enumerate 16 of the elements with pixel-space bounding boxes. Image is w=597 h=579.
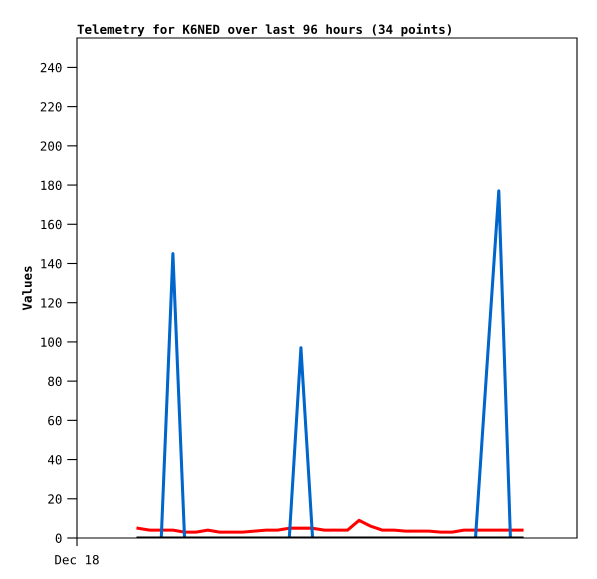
y-tick-label: 40 [48, 455, 62, 465]
y-tick-label: 220 [40, 102, 62, 112]
y-tick-label: 200 [40, 141, 62, 151]
y-tick-label: 120 [41, 298, 62, 308]
y-tick-label: 100 [41, 337, 62, 347]
y-tick-label: 180 [41, 180, 62, 190]
text: Dec 18 [55, 554, 99, 564]
y-tick-label: 240 [40, 62, 62, 72]
y-tick-label: 80 [48, 376, 62, 386]
y-axis-title: Values [22, 266, 32, 310]
y-tick-label: 20 [48, 494, 62, 504]
y-tick-label: 160 [41, 220, 62, 230]
y-tick-label: 0 [56, 534, 62, 543]
chart-title: Telemetry for K6NED over last 96 hours (34 points) [78, 24, 451, 36]
y-tick-label: 140 [41, 258, 62, 268]
y-tick-label: 60 [48, 416, 62, 426]
